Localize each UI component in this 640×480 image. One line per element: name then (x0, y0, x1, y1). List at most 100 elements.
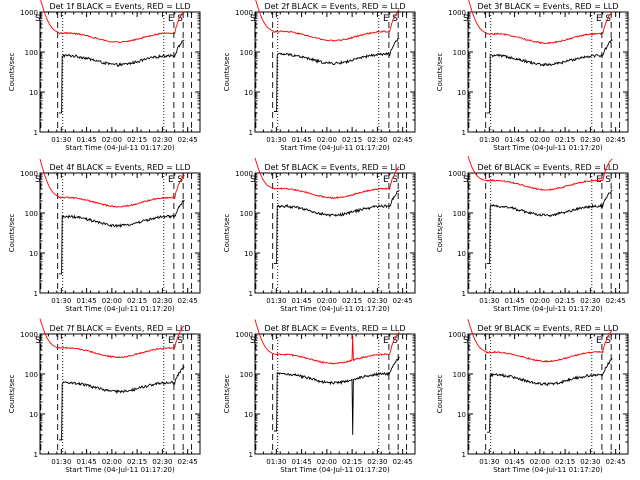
y-tick-label: 1000 (235, 170, 253, 178)
x-tick-label: 02:30 (580, 458, 600, 466)
x-tick-label: 02:45 (606, 458, 626, 466)
x-tick-label: 02:00 (317, 458, 337, 466)
y-tick-label: 10 (244, 89, 253, 97)
marker-label: S (392, 175, 398, 185)
x-tick-label: 01:45 (77, 458, 97, 466)
plot-frame (467, 11, 629, 133)
x-tick-label: 01:45 (77, 297, 97, 305)
x-tick-label: 02:30 (367, 297, 387, 305)
y-tick-label: 1000 (20, 170, 38, 178)
lld-series-line (254, 319, 400, 365)
y-tick-label: 1 (462, 451, 466, 459)
events-series-line (58, 199, 185, 275)
x-tick-label: 02:00 (102, 297, 122, 305)
x-axis-label: Start Time (04-Jul-11 01:17:20) (280, 466, 390, 474)
marker-label: E (168, 336, 174, 346)
x-tick-label: 02:45 (393, 458, 413, 466)
marker-label: S (35, 14, 41, 24)
y-tick-label: 1 (34, 451, 38, 459)
x-tick-label: 02:45 (606, 136, 626, 144)
x-tick-label: 02:30 (580, 136, 600, 144)
marker-label: S (605, 336, 611, 346)
panel-9: Det 9f BLACK = Events, RED = LLD 1 10 100 10… (436, 319, 629, 474)
y-tick-label: 1000 (235, 331, 253, 339)
marker-label: S (392, 336, 398, 346)
y-axis-label: Counts/sec (223, 375, 231, 414)
marker-label: E (168, 175, 174, 185)
x-tick-label: 02:15 (342, 297, 362, 305)
y-axis-label: Counts/sec (223, 214, 231, 253)
panel-4: Det 4f BLACK = Events, RED = LLD 1 10 100 10… (8, 158, 201, 313)
x-tick-label: 01:45 (292, 136, 312, 144)
lld-series-line (255, 0, 400, 42)
x-tick-label: 02:00 (317, 297, 337, 305)
y-tick-label: 1 (462, 290, 466, 298)
marker-label: S (463, 14, 469, 24)
y-tick-label: 1000 (448, 9, 466, 17)
x-tick-label: 02:00 (530, 297, 550, 305)
y-tick-label: 1000 (235, 9, 253, 17)
events-series-line (486, 189, 613, 264)
x-tick-label: 02:15 (127, 297, 147, 305)
marker-label: S (177, 336, 183, 346)
x-axis-label: Start Time (04-Jul-11 01:17:20) (493, 466, 603, 474)
x-tick-label: 01:30 (479, 458, 499, 466)
y-axis-label: Counts/sec (436, 375, 444, 414)
marker-label: S (250, 336, 256, 346)
y-tick-label: 10 (244, 411, 253, 419)
panel-5: Det 5f BLACK = Events, RED = LLD 1 10 100 10… (223, 157, 416, 313)
events-series-line (58, 39, 185, 114)
x-tick-label: 02:45 (178, 297, 198, 305)
y-tick-label: 1000 (448, 331, 466, 339)
marker-label: S (250, 175, 256, 185)
lld-series-line (40, 0, 185, 44)
lld-series-line (468, 0, 613, 45)
y-tick-label: 10 (457, 250, 466, 258)
x-tick-label: 02:00 (102, 136, 122, 144)
marker-label: E (383, 175, 389, 185)
y-tick-label: 100 (453, 49, 466, 57)
x-tick-label: 02:30 (367, 458, 387, 466)
x-tick-label: 02:45 (606, 297, 626, 305)
x-tick-label: 01:30 (51, 136, 71, 144)
x-tick-label: 02:00 (530, 458, 550, 466)
x-axis-label: Start Time (04-Jul-11 01:17:20) (65, 305, 175, 313)
y-tick-label: 1 (249, 451, 253, 459)
marker-label: S (605, 14, 611, 24)
marker-label: E (383, 336, 389, 346)
marker-label: E (596, 14, 602, 24)
events-series-line (273, 356, 400, 435)
x-tick-label: 02:45 (178, 458, 198, 466)
plot-frame (467, 333, 629, 455)
y-tick-label: 10 (29, 89, 38, 97)
y-tick-label: 100 (453, 371, 466, 379)
events-series-line (486, 358, 613, 433)
marker-label: E (168, 14, 174, 24)
y-tick-label: 1 (34, 290, 38, 298)
x-tick-label: 02:30 (152, 458, 172, 466)
y-tick-label: 100 (25, 371, 38, 379)
events-series-line (273, 38, 400, 112)
x-tick-label: 02:15 (342, 458, 362, 466)
lld-series-line (39, 158, 185, 208)
y-axis-label: Counts/sec (436, 214, 444, 253)
y-tick-label: 100 (25, 49, 38, 57)
y-axis-label: Counts/sec (436, 53, 444, 92)
x-tick-label: 01:30 (479, 136, 499, 144)
y-axis-label: Counts/sec (8, 375, 16, 414)
x-axis-label: Start Time (04-Jul-11 01:17:20) (493, 144, 603, 152)
marker-label: S (463, 336, 469, 346)
x-tick-label: 01:30 (266, 136, 286, 144)
y-tick-label: 1 (249, 290, 253, 298)
panel-title: Det 4f BLACK = Events, RED = LLD (49, 163, 190, 172)
panel-6: Det 6f BLACK = Events, RED = LLD 1 10 100 10… (436, 156, 629, 313)
marker-label: S (35, 336, 41, 346)
marker-label: S (605, 175, 611, 185)
x-tick-label: 01:45 (505, 297, 525, 305)
panel-title: Det 7f BLACK = Events, RED = LLD (49, 324, 190, 333)
y-tick-label: 1 (462, 129, 466, 137)
panel-title: Det 2f BLACK = Events, RED = LLD (264, 2, 405, 11)
panel-title: Det 6f BLACK = Events, RED = LLD (477, 163, 618, 172)
events-series-line (58, 365, 185, 441)
